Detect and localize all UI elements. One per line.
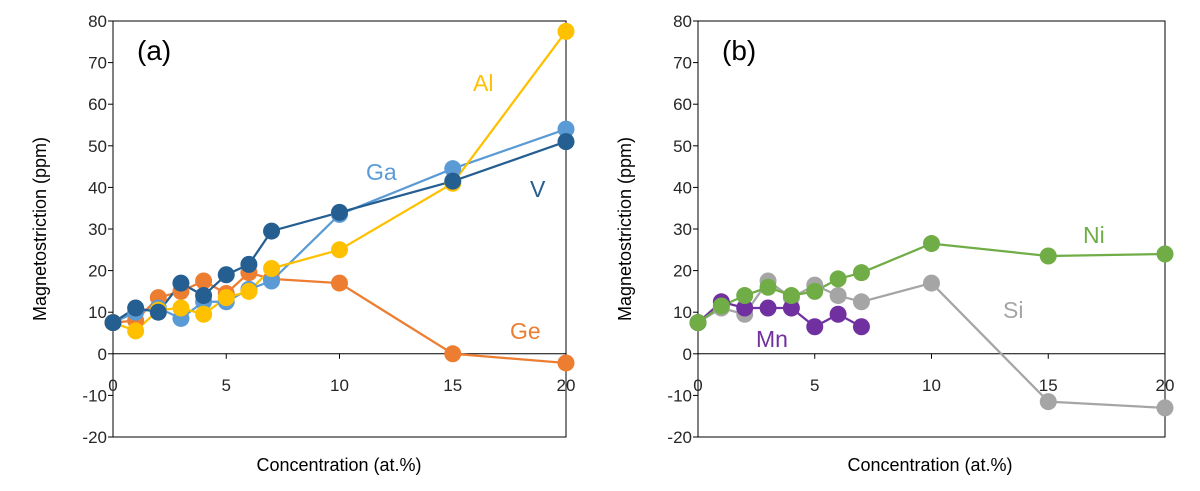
y-tick-label: 20 (88, 262, 107, 281)
series-label-ga: Ga (366, 159, 397, 185)
data-point-ni (1156, 245, 1174, 263)
x-tick-label: 20 (1156, 376, 1175, 395)
y-tick-label: 80 (88, 12, 107, 31)
data-point-al (331, 241, 348, 259)
y-tick-label: 20 (673, 262, 692, 281)
data-point-ge (444, 345, 462, 363)
y-tick-label: 50 (673, 137, 692, 156)
y-tick-label: 30 (88, 220, 107, 239)
y-tick-label: 50 (88, 137, 107, 156)
panel-a-xlabel: Concentration (at.%) (256, 455, 421, 475)
data-point-ga (557, 120, 575, 138)
x-tick-label: 5 (810, 376, 819, 395)
data-point-mn (806, 318, 824, 336)
y-tick-label: -10 (82, 386, 107, 405)
y-tick-label: 60 (88, 95, 107, 114)
data-point-v (104, 314, 122, 332)
data-point-v (331, 203, 348, 221)
series-label-mn: Mn (756, 326, 788, 352)
data-point-v (217, 266, 235, 284)
panel-a-label: (a) (137, 35, 171, 66)
data-point-v (149, 303, 167, 321)
data-point-al (127, 322, 145, 340)
data-point-ni (829, 270, 847, 288)
plot-frame-a (112, 20, 567, 438)
data-point-ni (782, 287, 800, 305)
panel-b-ylabel: Magnetostriction (ppm) (615, 137, 635, 321)
data-point-v (195, 287, 213, 305)
data-point-ni (852, 264, 870, 282)
data-point-al (557, 22, 575, 40)
data-point-v (557, 133, 575, 151)
data-point-ni (689, 314, 707, 332)
data-point-si (923, 274, 940, 292)
data-point-mn (782, 299, 800, 317)
data-point-mn (852, 318, 870, 336)
y-tick-label: 30 (673, 220, 692, 239)
y-tick-label: 0 (98, 345, 107, 364)
x-tick-label: 10 (922, 376, 941, 395)
data-point-ni (923, 235, 940, 253)
data-point-ge (331, 274, 348, 292)
data-point-mn (829, 305, 847, 323)
series-label-al: Al (473, 70, 493, 96)
data-point-ni (1039, 247, 1057, 265)
data-point-si (829, 287, 847, 305)
x-tick-label: 15 (1039, 376, 1058, 395)
data-point-al (263, 260, 281, 278)
data-point-ge (195, 272, 213, 290)
panel-a-ylabel: Magnetostriction (ppm) (30, 137, 50, 321)
y-tick-label: 40 (88, 178, 107, 197)
data-point-ga (444, 160, 462, 178)
data-point-ni (806, 282, 824, 300)
data-point-al (195, 305, 213, 323)
y-tick-label: 80 (673, 12, 692, 31)
data-point-ga (263, 272, 281, 290)
data-point-al (172, 299, 190, 317)
data-point-v (127, 299, 145, 317)
data-point-al (217, 289, 235, 307)
panel-b-label: (b) (722, 35, 756, 66)
data-point-v (240, 255, 258, 273)
y-tick-label: 60 (673, 95, 692, 114)
y-tick-label: -20 (667, 428, 692, 447)
x-tick-label: 20 (557, 376, 576, 395)
series-label-ni: Ni (1083, 222, 1105, 248)
y-tick-label: 0 (683, 345, 692, 364)
y-tick-label: 40 (673, 178, 692, 197)
data-point-ni (736, 287, 754, 305)
chart-panel-b: Magnetostriction (ppm) Concentration (at… (615, 12, 1174, 475)
y-tick-label: 70 (673, 54, 692, 73)
data-point-al (240, 282, 258, 300)
series-label-si: Si (1003, 297, 1023, 323)
x-tick-label: 15 (443, 376, 462, 395)
data-point-v (172, 274, 190, 292)
data-point-si (1156, 399, 1174, 417)
y-tick-label: 70 (88, 54, 107, 73)
data-point-mn (759, 299, 777, 317)
data-point-ni (759, 278, 777, 296)
y-tick-label: 10 (673, 303, 692, 322)
series-label-ge: Ge (510, 318, 541, 344)
data-point-ge (557, 354, 575, 372)
y-tick-label: -20 (82, 428, 107, 447)
data-point-mn (736, 299, 754, 317)
x-tick-label: 0 (108, 376, 117, 395)
panel-b-xlabel: Concentration (at.%) (847, 455, 1012, 475)
chart-panel-a: Magnetostriction (ppm) Concentration (at… (30, 12, 575, 475)
x-tick-label: 5 (222, 376, 231, 395)
x-tick-label: 10 (330, 376, 349, 395)
y-tick-label: -10 (667, 386, 692, 405)
series-label-v: V (530, 176, 546, 202)
data-point-si (1039, 393, 1057, 411)
y-tick-label: 10 (88, 303, 107, 322)
data-point-ni (712, 297, 730, 315)
data-point-v (263, 222, 281, 240)
data-point-si (852, 293, 870, 311)
data-point-v (444, 172, 462, 190)
x-tick-label: 0 (693, 376, 702, 395)
